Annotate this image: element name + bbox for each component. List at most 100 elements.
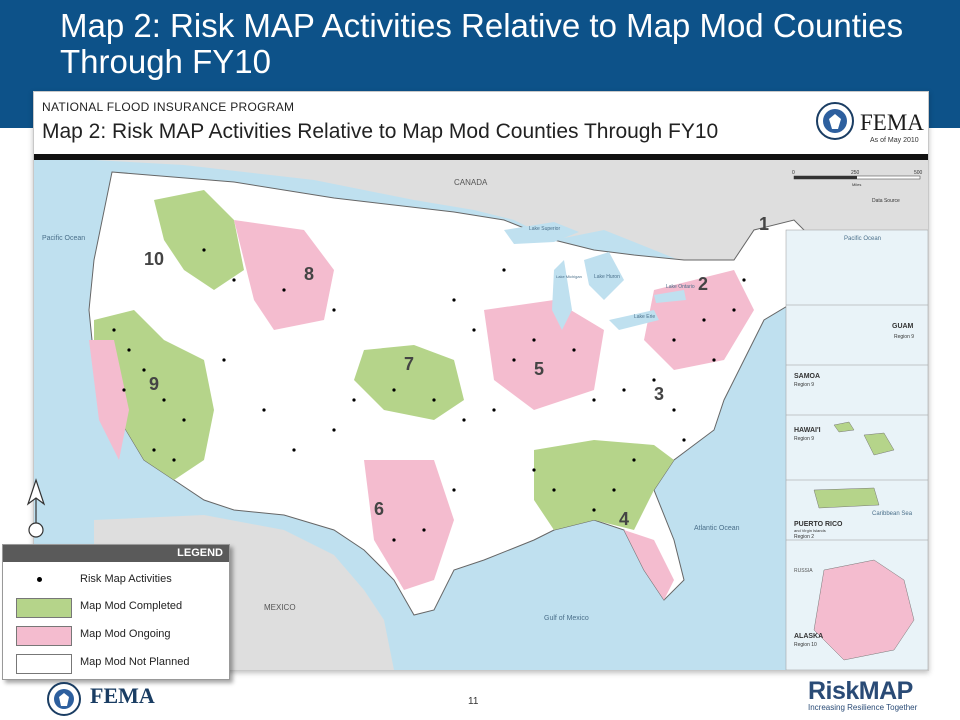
risk-map-activity-dot — [552, 488, 556, 492]
inset-guam: GUAM — [892, 323, 914, 330]
lake-huron — [584, 252, 624, 300]
region-5: 5 — [534, 359, 544, 379]
fema-logo: FEMA — [860, 110, 924, 135]
inset-guam-region: Region 9 — [894, 334, 914, 340]
risk-map-activity-dot — [632, 458, 636, 462]
risk-map-activity-dot — [592, 508, 596, 512]
risk-map-activity-dot — [202, 248, 206, 252]
risk-map-activity-dot — [532, 468, 536, 472]
risk-map-activity-dot — [672, 408, 676, 412]
north-arrow-icon — [26, 478, 46, 538]
legend-swatch-completed — [16, 598, 72, 618]
risk-map-activity-dot — [152, 448, 156, 452]
risk-map-activity-dot — [422, 528, 426, 532]
page-number: 11 — [468, 696, 479, 707]
risk-map-activity-dot — [392, 538, 396, 542]
data-source: Data Source — [872, 198, 900, 204]
legend-item-ongoing: Map Mod Ongoing — [3, 624, 229, 646]
lake-michigan — [552, 260, 572, 330]
header-rule — [34, 154, 928, 160]
legend-label: Map Mod Ongoing — [80, 628, 171, 640]
map-title: Map 2: Risk MAP Activities Relative to M… — [42, 120, 719, 143]
label-lake-michigan: Lake Michigan — [556, 274, 582, 279]
completed-northwest — [154, 190, 244, 290]
lake-superior — [504, 222, 579, 244]
risk-map-activity-dot — [452, 298, 456, 302]
risk-map-activity-dot — [332, 308, 336, 312]
ongoing-texas — [364, 460, 454, 590]
hawaii-inset — [833, 421, 895, 456]
risk-map-activity-dot — [712, 358, 716, 362]
risk-map-activity-dot — [572, 348, 576, 352]
scale-tick-0: 0 — [792, 170, 795, 176]
ongoing-california — [89, 340, 129, 460]
risk-map-activity-dots — [112, 248, 746, 542]
label-pacific-ocean: Pacific Ocean — [42, 235, 85, 242]
risk-map-activity-dot — [432, 398, 436, 402]
label-lake-superior: Lake Superior — [529, 226, 560, 232]
risk-map-activity-dot — [262, 408, 266, 412]
risk-map-activity-dot — [672, 338, 676, 342]
inset-puerto-rico-sub: and Virgin Islands — [794, 528, 826, 533]
label-lake-huron: Lake Huron — [594, 274, 620, 280]
risk-map-activity-dot — [282, 288, 286, 292]
program-label: NATIONAL FLOOD INSURANCE PROGRAM — [42, 100, 295, 114]
region-9: 9 — [149, 374, 159, 394]
inset-puerto-rico-region: Region 2 — [794, 534, 814, 540]
label-caribbean-sea: Caribbean Sea — [872, 511, 913, 517]
legend-label: Risk Map Activities — [80, 573, 172, 585]
label-lake-ontario: Lake Ontario — [666, 284, 695, 290]
map-header: NATIONAL FLOOD INSURANCE PROGRAM Map 2: … — [34, 92, 928, 160]
risk-map-activity-dot — [732, 308, 736, 312]
label-mexico: MEXICO — [264, 603, 296, 612]
inset-puerto-rico: PUERTO RICO — [794, 521, 843, 528]
risk-map-activity-dot — [142, 368, 146, 372]
legend-label: Map Mod Completed — [80, 600, 183, 612]
scale-bar: 0 250 500 Miles — [792, 170, 923, 187]
inset-alaska: ALASKA — [794, 633, 823, 640]
risk-map-activity-dot — [622, 388, 626, 392]
risk-map-activity-dot — [502, 268, 506, 272]
region-1: 1 — [759, 214, 769, 234]
inset-hawaii: HAWAI'I — [794, 427, 821, 434]
region-3: 3 — [654, 384, 664, 404]
lake-erie — [609, 310, 659, 330]
inset-samoa-region: Region 9 — [794, 382, 814, 388]
risk-map-activity-dot — [612, 488, 616, 492]
legend-swatch-ongoing — [16, 626, 72, 646]
region-8: 8 — [304, 264, 314, 284]
dhs-seal-icon — [47, 682, 81, 716]
inset-samoa: SAMOA — [794, 373, 820, 380]
legend: LEGEND Risk Map Activities Map Mod Compl… — [2, 544, 230, 680]
region-7: 7 — [404, 354, 414, 374]
legend-label: Map Mod Not Planned — [80, 656, 190, 668]
legend-swatch-not-planned — [16, 654, 72, 674]
inset-alaska-region: Region 10 — [794, 642, 817, 648]
ongoing-rockies — [234, 220, 334, 330]
region-4: 4 — [619, 509, 629, 529]
risk-map-activity-dot — [652, 378, 656, 382]
legend-item-risk-map-activities: Risk Map Activities — [3, 569, 229, 591]
region-2: 2 — [698, 274, 708, 294]
inset-pacific-label: Pacific Ocean — [844, 236, 881, 242]
ongoing-florida — [624, 530, 674, 600]
slide-title: Map 2: Risk MAP Activities Relative to M… — [60, 7, 904, 80]
risk-map-activity-dot — [512, 358, 516, 362]
risk-map-activity-dot — [462, 418, 466, 422]
risk-map-activity-dot — [222, 358, 226, 362]
risk-map-activity-dot — [682, 438, 686, 442]
risk-map-activity-dot — [532, 338, 536, 342]
risk-map-activity-dot — [332, 428, 336, 432]
completed-midwest — [354, 345, 464, 420]
risk-map-activity-dot — [492, 408, 496, 412]
lake-ontario — [654, 290, 686, 303]
scale-tick-500: 500 — [914, 170, 923, 176]
risk-map-activity-dot — [112, 328, 116, 332]
legend-item-completed: Map Mod Completed — [3, 596, 229, 618]
completed-southeast — [534, 440, 674, 530]
region-10: 10 — [144, 249, 164, 269]
label-russia: RUSSIA — [794, 568, 813, 574]
scale-unit: Miles — [852, 182, 861, 187]
risk-map-activity-dot — [702, 318, 706, 322]
risk-map-activity-dot — [232, 278, 236, 282]
